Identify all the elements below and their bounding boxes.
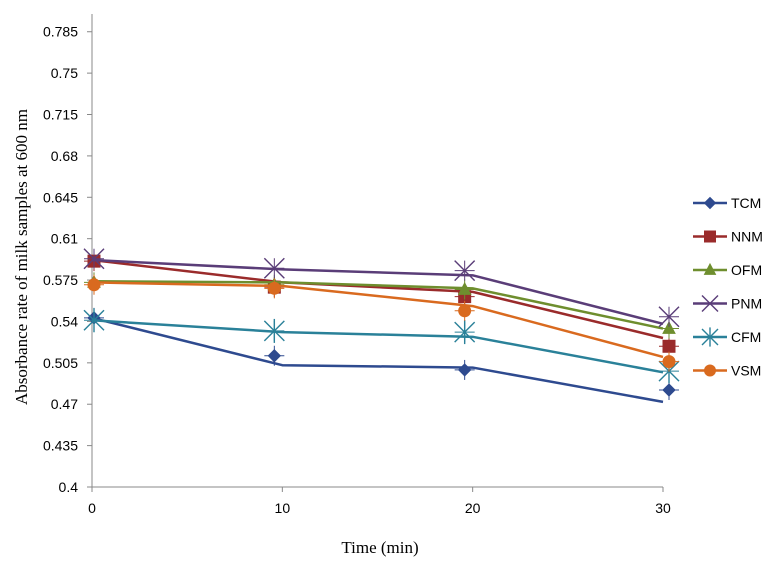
data-point-vsm [458, 304, 472, 318]
legend-marker-vsm [704, 364, 716, 377]
legend-marker-ofm [703, 262, 717, 275]
x-tick-label: 30 [655, 500, 671, 516]
y-axis-title: Absorbance rate of milk samples at 600 n… [12, 109, 31, 405]
chart-axes: 0.4 0.435 0.47 0.505 0.54 0.575 0.61 0.645 0.68 0… [43, 14, 671, 516]
series-line-nnm [91, 258, 664, 340]
data-point-cfm [83, 308, 105, 333]
y-tick-label: 0.47 [51, 396, 78, 412]
legend-item-cfm: CFM [693, 327, 761, 347]
marker-stroke [263, 257, 285, 279]
data-point-cfm [454, 320, 476, 345]
x-tick-label: 20 [465, 500, 481, 516]
data-point-vsm [267, 281, 281, 295]
data-point-ofm [662, 320, 676, 334]
legend-label-ofm: OFM [731, 262, 762, 278]
legend-marker-cfm [701, 327, 719, 347]
legend-item-pnm: PNM [693, 295, 762, 312]
data-point-tcm [267, 349, 282, 363]
y-tick-label: 0.575 [43, 272, 78, 288]
data-point-cfm [263, 318, 285, 343]
series-tcm [84, 307, 679, 404]
x-tick-label: 0 [88, 500, 96, 516]
legend-label-nnm: NNM [731, 229, 763, 245]
legend-label-pnm: PNM [731, 296, 762, 312]
series-nnm [84, 251, 679, 357]
y-tick-label: 0.645 [43, 189, 78, 205]
data-point-nnm [662, 339, 676, 353]
series-line-cfm [91, 319, 664, 374]
y-tick-label: 0.505 [43, 355, 78, 371]
chart-legend: TCM NNM OFM PNM CFM VSM [693, 195, 763, 379]
x-tick-label: 10 [275, 500, 291, 516]
y-tick-label: 0.75 [51, 65, 78, 81]
y-tick-label: 0.4 [59, 479, 79, 495]
y-tick-label: 0.68 [51, 148, 78, 164]
data-point-vsm [87, 278, 101, 292]
legend-marker-pnm [701, 295, 719, 312]
y-tick-label: 0.61 [51, 231, 78, 247]
legend-item-ofm: OFM [693, 262, 762, 278]
data-point-pnm [263, 257, 285, 279]
series-pnm [83, 248, 680, 328]
data-point-pnm [658, 306, 680, 328]
legend-marker-tcm [703, 196, 717, 210]
series-line-vsm [91, 281, 664, 359]
legend-label-cfm: CFM [731, 329, 761, 345]
y-tick-label: 0.715 [43, 107, 78, 123]
y-tick-label: 0.435 [43, 438, 78, 454]
data-point-ofm [457, 281, 472, 295]
series-line-pnm [91, 258, 664, 326]
series-line-tcm [91, 316, 664, 404]
x-axis-title: Time (min) [341, 538, 418, 557]
data-point-tcm [457, 363, 472, 377]
data-point-pnm [83, 248, 105, 270]
legend-item-vsm: VSM [693, 363, 761, 379]
marker-stroke [658, 306, 680, 328]
chart-series [83, 248, 680, 404]
data-point-pnm [454, 260, 476, 282]
legend-item-nnm: NNM [693, 229, 763, 245]
y-tick-label: 0.54 [51, 313, 78, 329]
series-line-ofm [91, 279, 664, 330]
data-point-tcm [662, 383, 676, 397]
legend-item-tcm: TCM [693, 195, 761, 211]
data-point-vsm [662, 355, 676, 369]
marker-stroke [83, 248, 105, 270]
legend-label-vsm: VSM [731, 363, 761, 379]
marker-stroke [454, 260, 476, 282]
marker-stroke [701, 295, 719, 312]
series-vsm [84, 274, 679, 372]
legend-marker-nnm [704, 230, 716, 243]
legend-label-tcm: TCM [731, 195, 761, 211]
y-tick-label: 0.785 [43, 24, 78, 40]
